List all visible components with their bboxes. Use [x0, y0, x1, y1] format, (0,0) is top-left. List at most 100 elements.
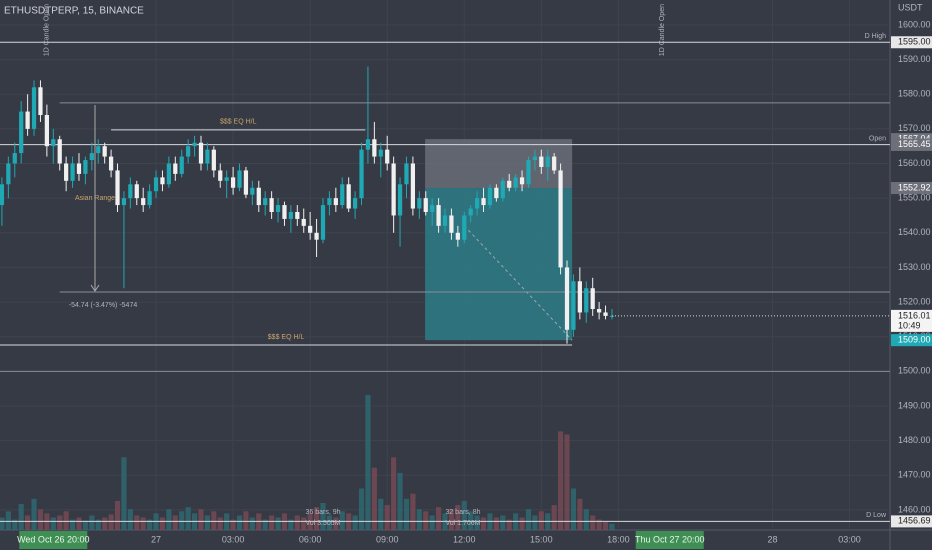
candle-body	[352, 198, 358, 209]
volume-bar	[474, 515, 480, 530]
volume-bar	[468, 511, 474, 530]
candle-body	[462, 215, 467, 240]
y-tick-label: 1480.00	[898, 435, 931, 445]
level-name: D High	[865, 33, 887, 40]
candle-body	[442, 215, 448, 226]
candle-body	[468, 208, 473, 216]
y-tick-label: 1550.00	[898, 193, 931, 203]
candle-body	[481, 198, 486, 206]
volume-bar	[108, 514, 114, 530]
volume-bar	[243, 511, 249, 530]
volume-bar	[391, 457, 397, 530]
candle-body	[218, 170, 223, 181]
volume-bar	[365, 395, 371, 530]
time-marker-label: Wed Oct 26 20:00	[17, 534, 89, 544]
volume-bar	[590, 515, 596, 530]
price-tag-label: 1552.92	[898, 182, 931, 192]
candle-body	[423, 198, 428, 212]
volume-bar	[288, 519, 294, 530]
last-price-label: 1516.01	[898, 310, 931, 320]
candle-body	[230, 177, 236, 188]
candle-body	[564, 267, 570, 330]
candle-body	[301, 218, 306, 226]
price-tag-label: 1509.00	[898, 335, 931, 345]
volume-bar	[25, 515, 31, 530]
currency-label: USDT	[898, 2, 923, 12]
level-name: $$$ EQ H/L	[268, 334, 305, 341]
volume-bar	[358, 488, 365, 530]
y-tick-label: 1560.00	[898, 158, 931, 168]
candle-body	[166, 163, 172, 185]
candle-body	[391, 163, 396, 216]
volume-bar	[570, 488, 576, 530]
volume-bar	[448, 509, 454, 530]
candle-body	[12, 153, 17, 164]
volume-bar	[558, 431, 564, 530]
candle-body	[417, 198, 422, 209]
volume-bar	[82, 520, 88, 530]
y-tick-label: 1590.00	[898, 54, 931, 64]
volume-bar	[294, 515, 300, 530]
y-tick-label: 1580.00	[898, 89, 931, 99]
candle-body	[0, 184, 5, 206]
candle-body	[6, 163, 11, 185]
candle-body	[269, 198, 274, 212]
volume-bar	[506, 519, 512, 530]
candle-body	[102, 146, 107, 157]
price-tag	[891, 182, 932, 195]
candle-body	[455, 232, 460, 240]
candle-body	[147, 191, 152, 206]
candle-body	[31, 87, 37, 129]
candle-body	[577, 281, 582, 313]
volume-bar	[269, 515, 275, 530]
last-price-tag	[891, 309, 932, 332]
volume-bar	[326, 515, 332, 530]
volume-bar	[249, 517, 255, 530]
x-tick-label: 06:00	[299, 534, 322, 544]
candle-body	[385, 149, 390, 164]
volume-bar	[57, 515, 63, 530]
level-tag	[891, 36, 932, 49]
volume-bar	[525, 509, 532, 530]
price-tag	[891, 334, 932, 347]
candle-body	[256, 187, 261, 206]
candle-body	[603, 312, 608, 316]
candle-body	[372, 139, 377, 157]
candle-body	[108, 156, 114, 171]
candle-body	[96, 146, 101, 154]
candle-body	[327, 198, 332, 206]
candle-body	[282, 205, 287, 219]
position-stop-zone	[425, 139, 573, 189]
x-tick-label: 09:00	[376, 534, 399, 544]
volume-bar	[429, 515, 435, 530]
candle-body	[44, 115, 49, 147]
candle-body	[590, 288, 595, 309]
y-tick-label: 1500.00	[898, 366, 931, 376]
daily-open-label: 1D Candle Open	[44, 4, 51, 56]
range-bars-label: 32 bars, 8h	[445, 509, 480, 516]
volume-bar	[500, 515, 506, 530]
level-name: Open	[869, 135, 886, 142]
candle-body	[545, 156, 550, 167]
candle-body	[83, 160, 88, 174]
candle-body	[224, 177, 229, 181]
candle-body	[160, 177, 165, 185]
candle-body	[487, 187, 493, 206]
volume-bar	[0, 517, 5, 530]
chart-title: ETHUSDTPERP, 15, BINANCE	[4, 6, 144, 17]
volume-bar	[166, 509, 172, 530]
volume-bar	[378, 498, 384, 530]
volume-bar	[185, 507, 191, 530]
candle-body	[295, 212, 300, 219]
volume-bar	[5, 511, 11, 530]
candle-body	[128, 184, 133, 199]
daily-open-label: 1D Candle Open	[659, 4, 666, 56]
candle-body	[500, 180, 505, 199]
time-marker-label: Thu Oct 27 20:00	[635, 534, 705, 544]
volume-bar	[121, 457, 127, 530]
volume-bar	[37, 509, 44, 530]
y-tick-label: 1540.00	[898, 227, 931, 237]
y-tick-label: 1460.00	[898, 504, 931, 514]
volume-bar	[564, 434, 570, 530]
